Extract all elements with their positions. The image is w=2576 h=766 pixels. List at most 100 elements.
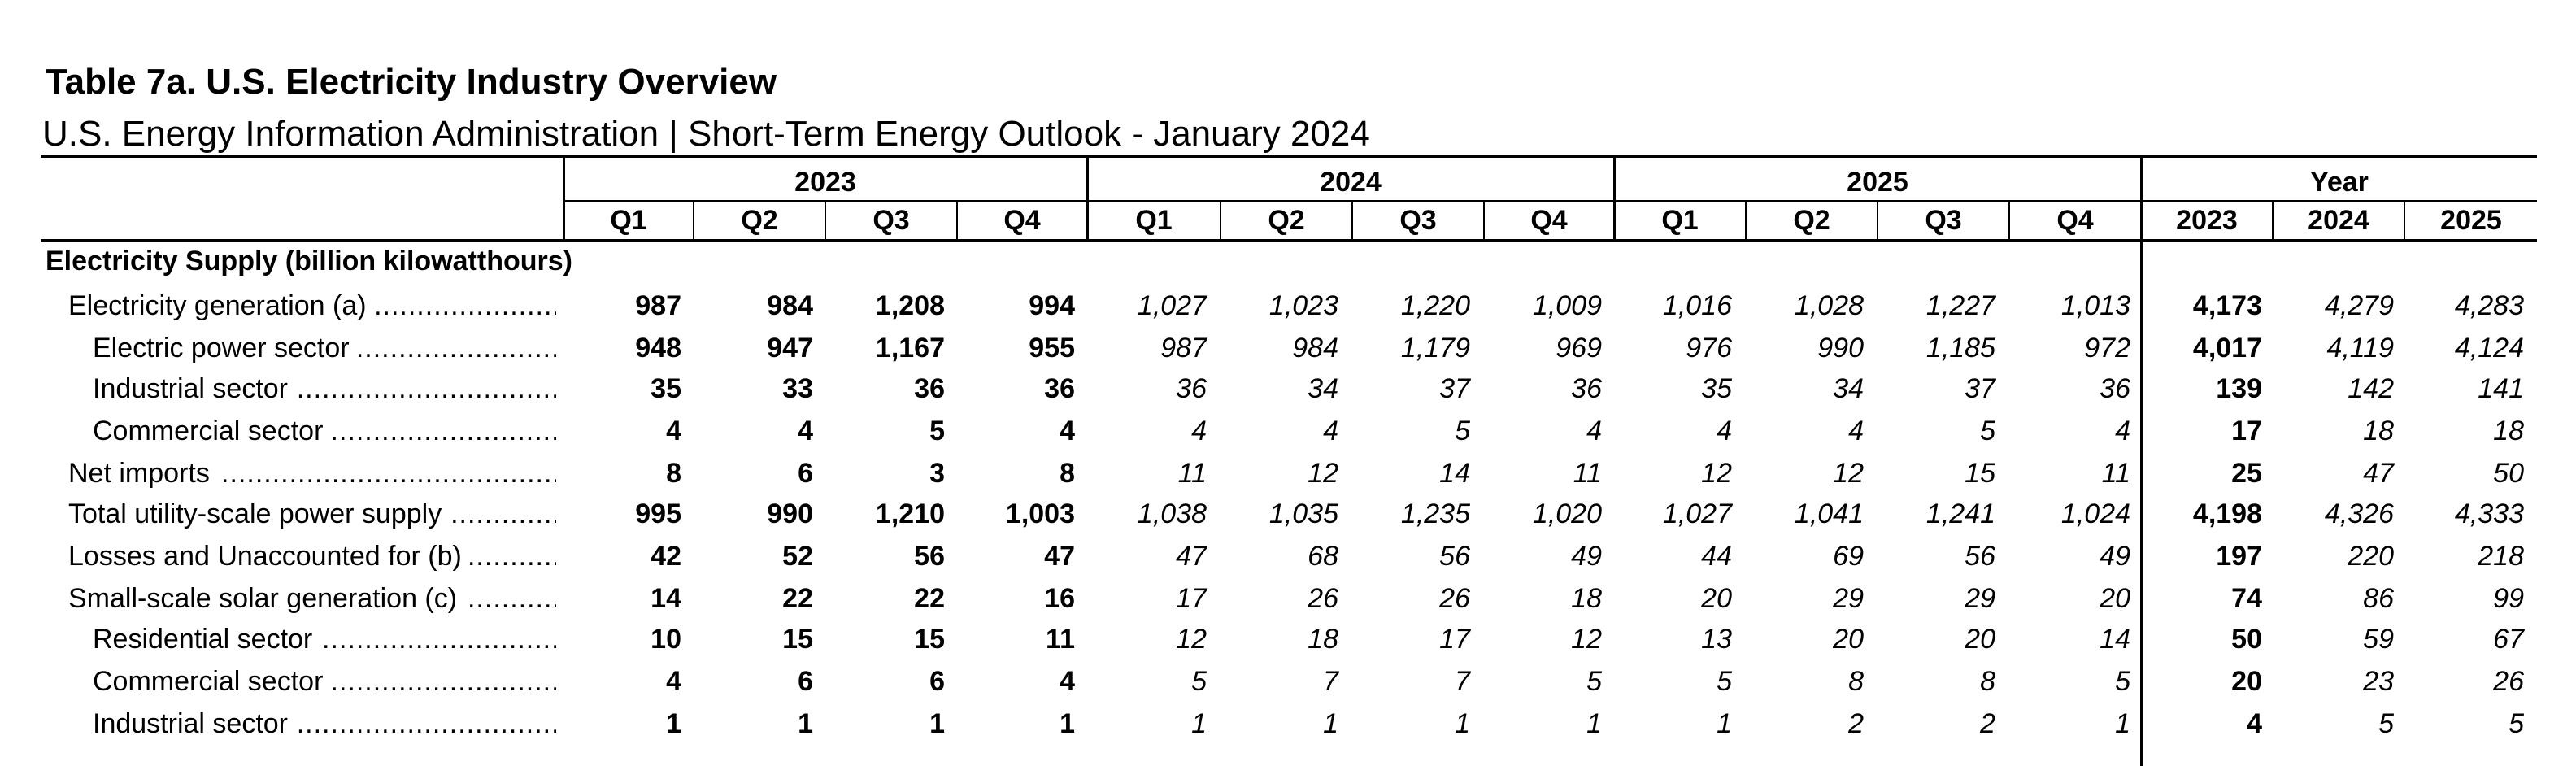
column-header: 2025	[2440, 205, 2502, 236]
year-header-annual: Year	[2310, 167, 2369, 198]
subtitle-rule	[41, 155, 2537, 158]
table-cell: 14	[2100, 624, 2130, 655]
table-cell: 37	[1965, 373, 1995, 404]
table-cell: 4	[1717, 416, 1732, 446]
table-cell: 1	[2115, 708, 2130, 739]
table-cell: 1	[1323, 708, 1338, 739]
quarter-divider	[1351, 202, 1353, 241]
table-cell: 4,119	[2326, 333, 2394, 363]
table-cell: 16	[1044, 583, 1075, 614]
year-header-rule	[563, 200, 2537, 202]
table-row: Industrial sector 35 33 36 36 36 34 37 36 35 34 37 3…	[0, 368, 2537, 410]
row-label: Commercial sector	[93, 410, 556, 452]
table-cell: 74	[2231, 583, 2262, 614]
table-cell: 990	[1817, 333, 1864, 363]
table-cell: 1,179	[1400, 333, 1470, 363]
column-header: Q4	[2056, 205, 2094, 236]
table-cell: 4,124	[2454, 333, 2524, 363]
table-cell: 69	[1833, 541, 1864, 572]
table-cell: 20	[1833, 624, 1864, 655]
table-cell: 1,185	[1925, 333, 1995, 363]
row-label-text: Net imports	[68, 458, 218, 489]
table-title: Table 7a. U.S. Electricity Industry Over…	[46, 62, 777, 102]
table-cell: 7	[1323, 666, 1338, 697]
table-cell: 4,283	[2454, 290, 2524, 321]
table-cell: 4,326	[2324, 498, 2394, 529]
table-row: Total utility-scale power supply 995 990 1,…	[0, 493, 2537, 535]
row-label-text: Losses and Unaccounted for (b)	[68, 541, 470, 572]
table-cell: 25	[2231, 458, 2262, 489]
table-cell: 8	[1060, 458, 1075, 489]
table-row: Losses and Unaccounted for (b) 42 52 56 47 47…	[0, 535, 2537, 577]
table-cell: 56	[914, 541, 945, 572]
table-cell: 35	[651, 373, 681, 404]
year-divider	[1086, 156, 1089, 241]
table-cell: 994	[1029, 290, 1075, 321]
row-label: Net imports	[68, 452, 556, 494]
table-cell: 18	[2493, 416, 2524, 446]
section-title: Electricity Supply (billion kilowatthour…	[46, 246, 572, 276]
table-cell: 14	[1439, 458, 1470, 489]
quarter-header-rule	[41, 239, 2537, 242]
table-cell: 52	[782, 541, 813, 572]
table-cell: 23	[2363, 666, 2394, 697]
table-cell: 15	[782, 624, 813, 655]
column-header: Q1	[1135, 205, 1173, 236]
table-cell: 5	[1455, 416, 1470, 446]
table-cell: 1	[1586, 708, 1602, 739]
row-label: Losses and Unaccounted for (b)	[68, 535, 556, 577]
table-cell: 8	[1980, 666, 1995, 697]
table-cell: 56	[1965, 541, 1995, 572]
table-cell: 1	[666, 708, 681, 739]
table-cell: 47	[1176, 541, 1207, 572]
table-cell: 34	[1833, 373, 1864, 404]
table-cell: 26	[2493, 666, 2524, 697]
table-cell: 987	[1160, 333, 1207, 363]
table-cell: 68	[1308, 541, 1338, 572]
table-cell: 13	[1701, 624, 1732, 655]
table-cell: 1,241	[1925, 498, 1995, 529]
table-cell: 1,235	[1400, 498, 1470, 529]
table-cell: 4	[2247, 708, 2262, 739]
table-cell: 4	[1191, 416, 1207, 446]
table-cell: 6	[798, 458, 813, 489]
table-cell: 5	[1191, 666, 1207, 697]
table-cell: 4	[1323, 416, 1338, 446]
table-cell: 5	[1980, 416, 1995, 446]
table-cell: 17	[1176, 583, 1207, 614]
table-cell: 47	[1044, 541, 1075, 572]
row-label: Electricity generation (a)	[68, 285, 556, 327]
table-cell: 34	[1308, 373, 1338, 404]
table-cell: 12	[1701, 458, 1732, 489]
table-cell: 33	[782, 373, 813, 404]
table-cell: 12	[1176, 624, 1207, 655]
table-cell: 4,017	[2192, 333, 2262, 363]
table-cell: 4,198	[2192, 498, 2262, 529]
row-label: Electric power sector	[93, 327, 556, 369]
table-cell: 14	[651, 583, 681, 614]
annual-divider	[2140, 156, 2143, 766]
table-cell: 1,003	[1005, 498, 1075, 529]
table-cell: 4,173	[2192, 290, 2262, 321]
column-header: Q3	[872, 205, 910, 236]
table-cell: 4	[666, 416, 681, 446]
table-cell: 1,028	[1794, 290, 1864, 321]
table-cell: 50	[2231, 624, 2262, 655]
table-cell: 4	[666, 666, 681, 697]
table-cell: 1,023	[1268, 290, 1338, 321]
table-cell: 1,016	[1662, 290, 1732, 321]
table-cell: 15	[914, 624, 945, 655]
table-cell: 12	[1833, 458, 1864, 489]
row-label: Commercial sector	[93, 660, 556, 703]
quarter-divider	[1220, 202, 1221, 241]
table-row: Commercial sector 4 6 6 4 5 7 7 5 5 8 8 5 20 23 26	[0, 660, 2537, 703]
table-cell: 4,333	[2454, 498, 2524, 529]
row-label: Industrial sector	[93, 368, 556, 410]
table-cell: 36	[2100, 373, 2130, 404]
row-label-text: Total utility-scale power supply	[68, 498, 450, 529]
column-header: Q2	[1268, 205, 1305, 236]
table-cell: 11	[1046, 624, 1075, 655]
table-cell: 49	[1571, 541, 1602, 572]
table-cell: 20	[1965, 624, 1995, 655]
table-row: Small-scale solar generation (c) 14 22 22 16…	[0, 577, 2537, 620]
